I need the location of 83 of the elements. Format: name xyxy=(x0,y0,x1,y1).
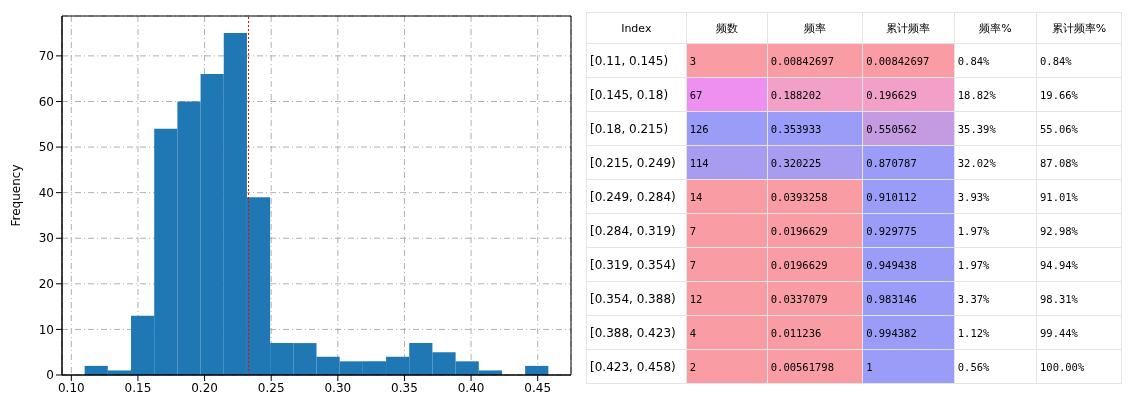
text: 94.94% xyxy=(1040,258,1078,271)
text: 3.37% xyxy=(957,292,990,305)
x-tick-label: 0.10 xyxy=(57,380,85,395)
category-label: 频数 xyxy=(686,12,768,44)
category-label: [0.11, 0.145) xyxy=(590,53,669,68)
text: 4 xyxy=(689,326,696,339)
text: 1 xyxy=(866,360,873,373)
text: 0.983146 xyxy=(866,292,917,305)
text: 12 xyxy=(689,292,703,305)
category-label: [0.354, 0.388) xyxy=(590,291,676,306)
text: 18.82% xyxy=(957,88,996,101)
text: 0.011236 xyxy=(770,326,822,339)
category-label: Index xyxy=(586,12,687,44)
category-label: [0.319, 0.354) xyxy=(590,257,676,272)
text: 0.00842697 xyxy=(866,54,930,67)
category-label: [0.145, 0.18) xyxy=(590,87,669,102)
text: 114 xyxy=(689,156,709,169)
text: 0.188202 xyxy=(770,88,822,101)
text: 0.00561798 xyxy=(770,360,834,373)
text: 91.01% xyxy=(1040,190,1078,203)
text: 1.97% xyxy=(957,258,990,271)
category-label: [0.215, 0.249) xyxy=(590,155,676,170)
text: 0.84% xyxy=(957,54,990,67)
y-tick-label: 50 xyxy=(38,140,54,155)
category-label: 频率 xyxy=(767,12,863,44)
text: 0.550562 xyxy=(866,122,917,135)
text: 3.93% xyxy=(957,190,990,203)
category-label: [0.284, 0.319) xyxy=(590,223,676,238)
text: 7 xyxy=(689,258,696,271)
text: 0.353933 xyxy=(770,122,822,135)
text: 100.00% xyxy=(1040,360,1085,373)
category-label: [0.249, 0.284) xyxy=(590,189,676,204)
text: 92.98% xyxy=(1040,224,1078,237)
text: 0.949438 xyxy=(866,258,917,271)
x-tick-label: 0.30 xyxy=(324,380,352,395)
text: 0.0337079 xyxy=(770,292,828,305)
category-label: 频率% xyxy=(954,12,1037,44)
y-tick-label: 60 xyxy=(38,94,54,109)
text: 98.31% xyxy=(1040,292,1078,305)
text: 0.196629 xyxy=(866,88,917,101)
text: 3 xyxy=(689,54,696,67)
text: 1.97% xyxy=(957,224,990,237)
text: 99.44% xyxy=(1040,326,1078,339)
x-tick-label: 0.25 xyxy=(257,380,285,395)
category-label: 累计频率 xyxy=(862,12,955,44)
category-label: [0.423, 0.458) xyxy=(590,359,676,374)
text: 14 xyxy=(689,190,703,203)
x-tick-label: 0.15 xyxy=(124,380,152,395)
text: 0.0196629 xyxy=(770,258,828,271)
text: 55.06% xyxy=(1040,122,1078,135)
category-label: [0.388, 0.423) xyxy=(590,325,676,340)
text: 0.994382 xyxy=(866,326,917,339)
x-tick-label: 0.40 xyxy=(457,380,485,395)
text: 1.12% xyxy=(957,326,990,339)
y-tick-label: 20 xyxy=(38,277,54,292)
x-tick-label: 0.20 xyxy=(191,380,218,395)
x-tick-label: 0.35 xyxy=(391,380,418,395)
text: 0.0196629 xyxy=(770,224,828,237)
text: 0.929775 xyxy=(866,224,917,237)
y-tick-label: 40 xyxy=(38,185,54,200)
text: 0.320225 xyxy=(770,156,822,169)
text: 19.66% xyxy=(1040,88,1078,101)
text: 0.0393258 xyxy=(770,190,828,203)
category-label: 累计频率% xyxy=(1036,12,1122,44)
text: 7 xyxy=(689,224,696,237)
text: 32.02% xyxy=(957,156,996,169)
category-label: [0.18, 0.215) xyxy=(590,121,669,136)
text: 0.00842697 xyxy=(770,54,834,67)
y-tick-label: 10 xyxy=(38,322,54,337)
y-tick-label: 30 xyxy=(38,231,54,246)
y-axis-title: Frequency xyxy=(9,164,24,227)
x-tick-label: 0.45 xyxy=(524,380,552,395)
y-tick-label: 70 xyxy=(38,49,54,64)
text: 126 xyxy=(689,122,709,135)
text: 35.39% xyxy=(957,122,996,135)
text: 2 xyxy=(689,360,696,373)
y-tick-label: 0 xyxy=(46,368,54,383)
text: 87.08% xyxy=(1040,156,1078,169)
text: 67 xyxy=(689,88,703,101)
text: 0.56% xyxy=(957,360,990,373)
text: 0.870787 xyxy=(866,156,917,169)
text: 0.910112 xyxy=(866,190,917,203)
text: 0.84% xyxy=(1040,54,1072,67)
